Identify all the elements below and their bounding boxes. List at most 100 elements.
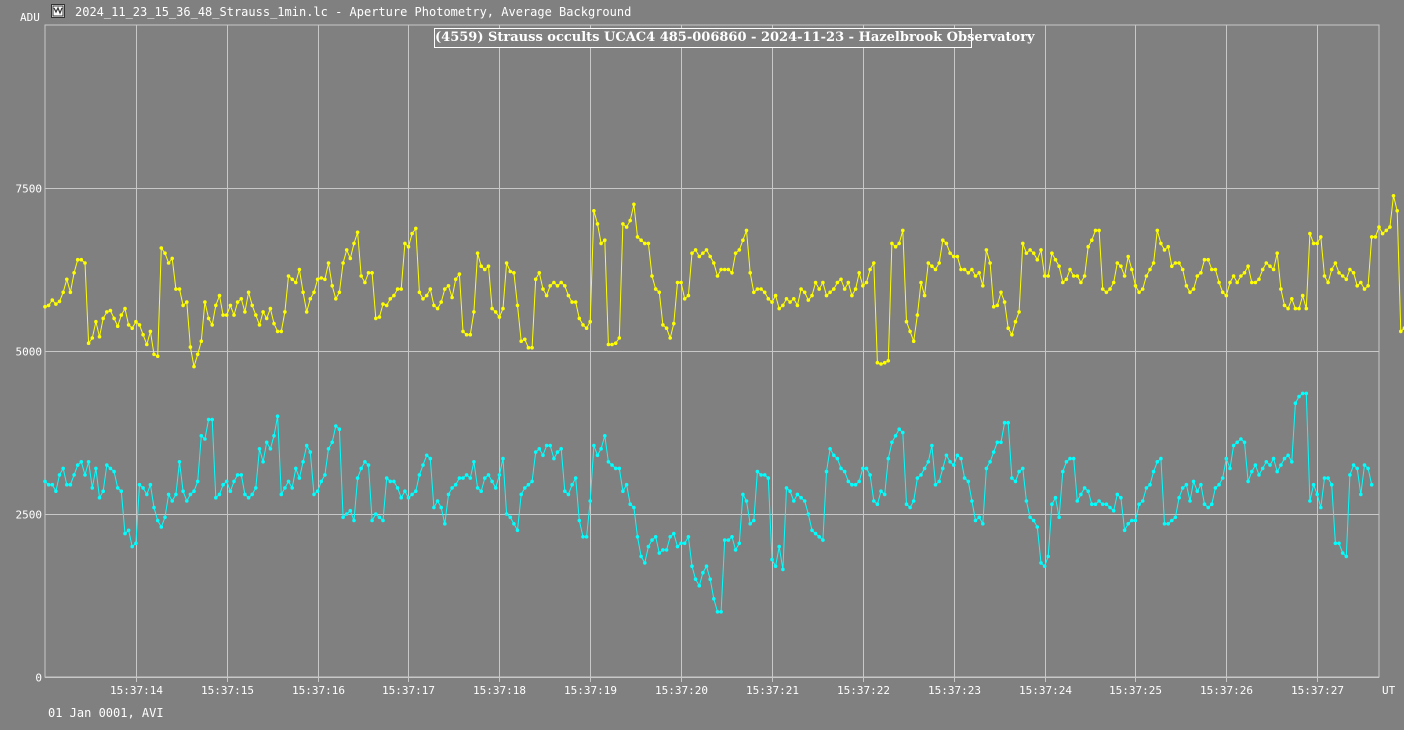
data-point xyxy=(177,460,182,464)
data-point xyxy=(944,241,949,246)
data-point xyxy=(1369,235,1374,239)
data-point xyxy=(1042,564,1047,568)
data-point xyxy=(886,359,891,363)
data-point xyxy=(1300,391,1305,396)
data-point xyxy=(1348,267,1352,272)
data-point xyxy=(1275,469,1279,474)
data-point xyxy=(1217,280,1221,285)
data-point xyxy=(1064,277,1069,282)
data-point xyxy=(272,321,276,326)
data-point xyxy=(988,261,992,265)
data-point xyxy=(1260,267,1265,272)
y-tick-label: 5000 xyxy=(16,346,43,359)
data-point xyxy=(715,610,720,614)
data-point xyxy=(1108,505,1112,510)
data-point xyxy=(795,303,800,308)
data-point xyxy=(955,453,960,458)
data-point xyxy=(835,456,840,461)
data-point xyxy=(1071,274,1076,278)
data-point xyxy=(406,495,411,500)
data-point xyxy=(235,473,240,477)
data-point xyxy=(1271,267,1276,272)
data-point xyxy=(981,522,985,526)
data-point xyxy=(508,515,513,520)
data-point xyxy=(1322,476,1327,480)
data-point xyxy=(1340,274,1345,278)
data-point xyxy=(1268,264,1272,269)
data-point xyxy=(704,564,709,568)
data-point xyxy=(1239,437,1243,441)
data-point xyxy=(970,499,974,503)
data-point xyxy=(672,321,676,326)
data-point xyxy=(657,551,662,555)
data-point xyxy=(1126,522,1130,526)
data-point xyxy=(250,303,254,308)
data-point xyxy=(995,440,1000,445)
data-point xyxy=(901,228,905,233)
data-point xyxy=(90,486,95,490)
data-point xyxy=(43,479,47,484)
data-point xyxy=(755,469,760,474)
data-point xyxy=(948,251,952,255)
data-point xyxy=(272,434,276,438)
data-point xyxy=(712,597,716,601)
data-point xyxy=(210,417,214,422)
data-point xyxy=(628,218,632,223)
data-point xyxy=(424,293,429,298)
data-point xyxy=(1133,518,1138,523)
data-point xyxy=(1315,241,1319,246)
data-point xyxy=(68,290,73,295)
data-point xyxy=(94,319,98,324)
y-tick-label: 7500 xyxy=(16,183,43,196)
data-point xyxy=(1082,486,1087,490)
data-point xyxy=(537,271,542,275)
data-point xyxy=(1337,271,1341,275)
data-point xyxy=(79,460,84,464)
data-point xyxy=(1293,401,1298,406)
data-point xyxy=(846,280,851,285)
data-point xyxy=(588,319,592,324)
data-point xyxy=(323,473,327,477)
lightcurve-app-icon[interactable] xyxy=(51,4,65,18)
data-point xyxy=(312,290,316,295)
data-point xyxy=(639,238,643,242)
data-point xyxy=(566,293,571,298)
data-point xyxy=(297,476,302,480)
data-point xyxy=(919,280,923,285)
data-point xyxy=(145,342,149,347)
data-point xyxy=(519,492,523,497)
data-point xyxy=(472,310,476,314)
data-point xyxy=(784,486,789,490)
data-point xyxy=(50,298,55,302)
data-point xyxy=(283,310,287,314)
data-point xyxy=(57,299,62,304)
data-point xyxy=(584,535,589,539)
data-point xyxy=(941,238,945,242)
data-point xyxy=(759,473,763,477)
data-point xyxy=(821,280,825,285)
data-point xyxy=(959,267,963,272)
data-point xyxy=(1137,290,1141,295)
data-point xyxy=(926,261,931,265)
data-point xyxy=(741,492,745,497)
data-point xyxy=(537,447,542,451)
data-point xyxy=(526,482,531,487)
data-point xyxy=(1319,235,1323,239)
data-point xyxy=(235,300,240,304)
data-point xyxy=(1021,241,1025,246)
data-point xyxy=(515,528,520,533)
data-point xyxy=(414,489,418,494)
data-point xyxy=(50,482,55,487)
data-point xyxy=(1050,251,1054,255)
data-point xyxy=(123,531,127,536)
data-point xyxy=(108,466,113,471)
data-point xyxy=(1206,505,1210,510)
data-point xyxy=(533,277,538,282)
data-point xyxy=(1213,267,1218,272)
data-point xyxy=(981,284,985,288)
data-point xyxy=(1308,499,1312,503)
data-point xyxy=(1075,274,1080,278)
data-point xyxy=(1024,251,1029,255)
data-point xyxy=(199,339,204,344)
data-point xyxy=(1206,257,1210,262)
